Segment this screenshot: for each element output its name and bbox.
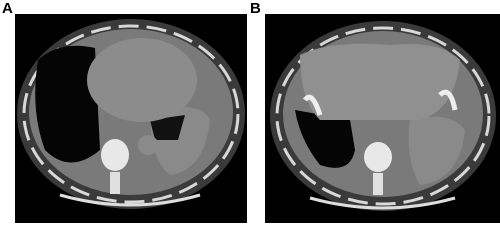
ct-panel-b <box>265 14 500 223</box>
panel-label: B <box>250 0 261 17</box>
page: A B (() => { const data = JSON.parse(doc… <box>0 0 500 223</box>
panel-label: A <box>2 0 13 17</box>
ct-panel-a <box>15 14 247 223</box>
figure: A B <box>2 0 500 223</box>
